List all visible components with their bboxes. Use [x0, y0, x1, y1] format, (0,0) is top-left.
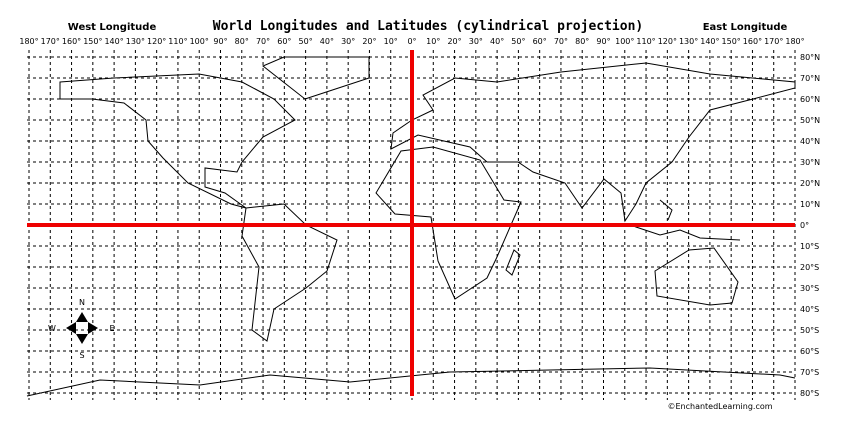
madagascar — [505, 249, 521, 276]
compass-e: E — [109, 324, 114, 333]
latitude-label: 10°S — [800, 242, 819, 251]
longitude-label: 180° — [785, 37, 804, 46]
latitude-label: 50°S — [800, 326, 819, 335]
longitude-label: 120° — [147, 37, 166, 46]
longitude-label: 70° — [554, 37, 568, 46]
latitude-label: 60°N — [800, 95, 820, 104]
latitude-label: 30°N — [800, 158, 820, 167]
longitude-label: 20° — [447, 37, 461, 46]
antarctica — [26, 367, 796, 397]
longitude-label: 170° — [764, 37, 783, 46]
latitude-label: 20°S — [800, 263, 819, 272]
longitude-label: 100° — [190, 37, 209, 46]
latitude-label: 70°S — [800, 368, 819, 377]
latitude-label: 50°N — [800, 116, 820, 125]
latitude-label: 70°N — [800, 74, 820, 83]
longitude-label: 150° — [722, 37, 741, 46]
longitude-label: 140° — [700, 37, 719, 46]
australia — [654, 247, 739, 306]
longitude-label: 170° — [41, 37, 60, 46]
longitude-label: 160° — [743, 37, 762, 46]
longitude-label: 160° — [62, 37, 81, 46]
latitude-label: 10°N — [800, 200, 820, 209]
longitude-label: 60° — [277, 37, 291, 46]
eurasia — [390, 62, 796, 223]
latitude-label: 20°N — [800, 179, 820, 188]
longitude-label: 70° — [256, 37, 270, 46]
longitude-label: 10° — [426, 37, 440, 46]
west-label: West Longitude — [68, 22, 157, 33]
longitude-label: 120° — [658, 37, 677, 46]
longitude-label: 60° — [533, 37, 547, 46]
longitude-label: 20° — [362, 37, 376, 46]
credit: ©EnchantedLearning.com — [667, 402, 772, 411]
longitude-label: 30° — [341, 37, 355, 46]
compass: N S E W — [48, 298, 114, 360]
longitude-label: 110° — [636, 37, 655, 46]
compass-n: N — [79, 298, 85, 307]
latitude-label: 60°S — [800, 347, 819, 356]
longitude-label: 110° — [168, 37, 187, 46]
longitude-label: 80° — [575, 37, 589, 46]
longitude-label: 90° — [213, 37, 227, 46]
longitude-label: 50° — [511, 37, 525, 46]
longitude-label: 80° — [235, 37, 249, 46]
latitude-label: 30°S — [800, 284, 819, 293]
latitude-label: 80°S — [800, 389, 819, 398]
longitude-label: 130° — [679, 37, 698, 46]
longitude-label: 30° — [469, 37, 483, 46]
longitude-label: 10° — [384, 37, 398, 46]
compass-arrows — [66, 312, 98, 344]
longitude-label: 130° — [126, 37, 145, 46]
latitude-label: 40°S — [800, 305, 819, 314]
longitude-label: 140° — [104, 37, 123, 46]
compass-w: W — [48, 324, 56, 333]
longitude-label: 90° — [596, 37, 610, 46]
indonesia — [629, 199, 741, 241]
south-america — [241, 203, 338, 342]
latitude-label: 80°N — [800, 53, 820, 62]
longitude-label: 40° — [490, 37, 504, 46]
north-america — [59, 73, 296, 209]
longitude-label: 100° — [615, 37, 634, 46]
longitude-label: 0° — [407, 37, 416, 46]
map-title: World Longitudes and Latitudes (cylindri… — [213, 19, 643, 34]
longitude-label: 50° — [299, 37, 313, 46]
continents — [26, 56, 796, 397]
compass-s: S — [79, 351, 84, 360]
greenland — [262, 56, 370, 100]
latitude-label: 40°N — [800, 137, 820, 146]
east-label: East Longitude — [703, 22, 788, 33]
longitude-label: 40° — [320, 37, 334, 46]
longitude-label: 180° — [19, 37, 38, 46]
longitude-label: 150° — [83, 37, 102, 46]
latitude-label: 0° — [800, 221, 809, 230]
africa — [375, 146, 522, 300]
